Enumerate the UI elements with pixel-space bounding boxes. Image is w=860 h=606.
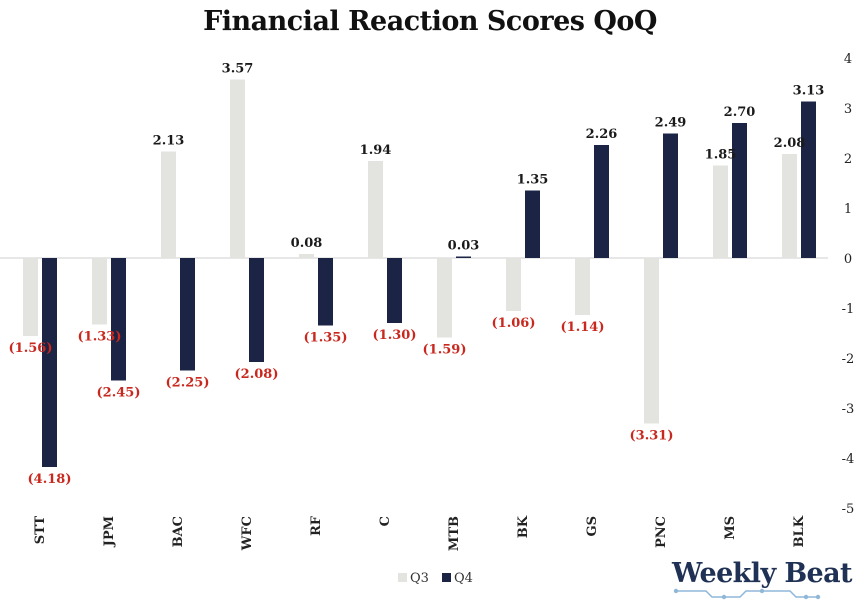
legend-item-q3: Q3 — [398, 571, 429, 586]
y-tick-label: 0 — [844, 252, 852, 267]
data-label-q4-mtb: 0.03 — [448, 239, 480, 254]
data-label-q4-c: (1.30) — [373, 328, 417, 343]
bar-q4-wfc — [249, 258, 264, 362]
x-tick-label-stt: STT — [33, 516, 48, 545]
bar-q4-c — [387, 258, 402, 323]
x-tick-label-pnc: PNC — [654, 516, 669, 548]
data-label-q4-pnc: 2.49 — [655, 116, 687, 131]
x-tick-label-ms: MS — [723, 516, 738, 540]
bar-q3-c — [368, 161, 383, 258]
bar-q3-mtb — [437, 258, 452, 338]
bar-q4-rf — [318, 258, 333, 326]
y-tick-label: 2 — [844, 152, 852, 167]
data-label-q4-bk: 1.35 — [517, 173, 549, 188]
bar-q4-mtb — [456, 256, 471, 258]
y-tick-label: -3 — [842, 402, 855, 417]
y-axis: 4 3 2 1 0 -1 -2 -3 -4 -5 — [842, 52, 855, 517]
data-label-q3-c: 1.94 — [360, 143, 392, 158]
y-tick-label: 3 — [844, 102, 852, 117]
data-label-q4-blk: 3.13 — [793, 84, 825, 99]
x-tick-label-bk: BK — [516, 515, 531, 538]
x-tick-label-rf: RF — [309, 515, 324, 536]
data-labels-layer: (1.56) (4.18) (1.33) (2.45) 2.13 (2.25) 3.57 (2… — [9, 62, 825, 488]
data-label-q3-bac: 2.13 — [153, 134, 185, 149]
y-tick-label: -2 — [842, 352, 855, 367]
x-tick-label-mtb: MTB — [447, 516, 462, 551]
bar-q3-jpm — [92, 258, 107, 325]
data-label-q4-gs: 2.26 — [586, 127, 618, 142]
data-label-q3-bk: (1.06) — [492, 316, 536, 331]
legend-label-q4: Q4 — [454, 571, 473, 586]
data-label-q3-wfc: 3.57 — [222, 62, 254, 77]
legend-item-q4: Q4 — [442, 571, 473, 586]
legend-swatch-q4 — [442, 573, 451, 582]
bar-q3-blk — [782, 154, 797, 258]
y-tick-label: 1 — [844, 202, 852, 217]
data-label-q4-jpm: (2.45) — [97, 386, 141, 401]
data-label-q3-pnc: (3.31) — [630, 429, 674, 444]
weekly-beat-logo: Weekly Beat — [671, 558, 854, 600]
data-label-q3-blk: 2.08 — [774, 136, 806, 151]
y-tick-label: -4 — [842, 452, 855, 467]
bar-q4-ms — [732, 123, 747, 258]
bar-q4-pnc — [663, 133, 678, 258]
bar-q3-pnc — [644, 258, 659, 424]
x-tick-label-bac: BAC — [171, 516, 186, 547]
bar-q3-stt — [23, 258, 38, 336]
data-label-q3-stt: (1.56) — [9, 341, 53, 356]
data-label-q4-rf: (1.35) — [304, 331, 348, 346]
circuit-line-icon — [673, 588, 821, 600]
legend-swatch-q3 — [398, 573, 407, 582]
bar-q3-bk — [506, 258, 521, 311]
bar-q4-bac — [180, 258, 195, 371]
x-tick-label-c: C — [378, 516, 393, 526]
legend-label-q3: Q3 — [410, 571, 429, 586]
bar-q3-rf — [299, 254, 314, 258]
data-label-q3-ms: 1.85 — [705, 148, 737, 163]
bar-q4-jpm — [111, 258, 126, 381]
bars-layer — [0, 79, 828, 467]
chart-title: Financial Reaction Scores QoQ — [203, 6, 657, 37]
data-label-q3-jpm: (1.33) — [78, 330, 122, 345]
x-tick-label-jpm: JPM — [102, 516, 117, 547]
logo-text: Weekly Beat — [671, 558, 853, 589]
data-label-q3-gs: (1.14) — [561, 320, 605, 335]
bar-q3-ms — [713, 165, 728, 258]
bar-q4-stt — [42, 258, 57, 467]
y-tick-label: -5 — [842, 502, 855, 517]
bar-q4-blk — [801, 101, 816, 258]
data-label-q3-mtb: (1.59) — [423, 343, 467, 358]
data-label-q3-rf: 0.08 — [291, 236, 323, 251]
bar-q4-gs — [594, 145, 609, 258]
data-label-q4-ms: 2.70 — [724, 105, 756, 120]
data-label-q4-stt: (4.18) — [28, 472, 72, 487]
y-tick-label: 4 — [844, 52, 852, 67]
bar-q3-wfc — [230, 79, 245, 258]
x-tick-label-wfc: WFC — [240, 516, 255, 551]
legend: Q3 Q4 — [398, 571, 473, 586]
x-axis: STT JPM BAC WFC RF C MTB BK GS PNC MS BLK — [33, 515, 807, 551]
data-label-q4-wfc: (2.08) — [235, 367, 279, 382]
bar-q3-gs — [575, 258, 590, 315]
x-tick-label-gs: GS — [585, 516, 600, 537]
y-tick-label: -1 — [842, 302, 855, 317]
x-tick-label-blk: BLK — [792, 515, 807, 547]
data-label-q4-bac: (2.25) — [166, 376, 210, 391]
bar-q4-bk — [525, 190, 540, 258]
bar-q3-bac — [161, 151, 176, 258]
